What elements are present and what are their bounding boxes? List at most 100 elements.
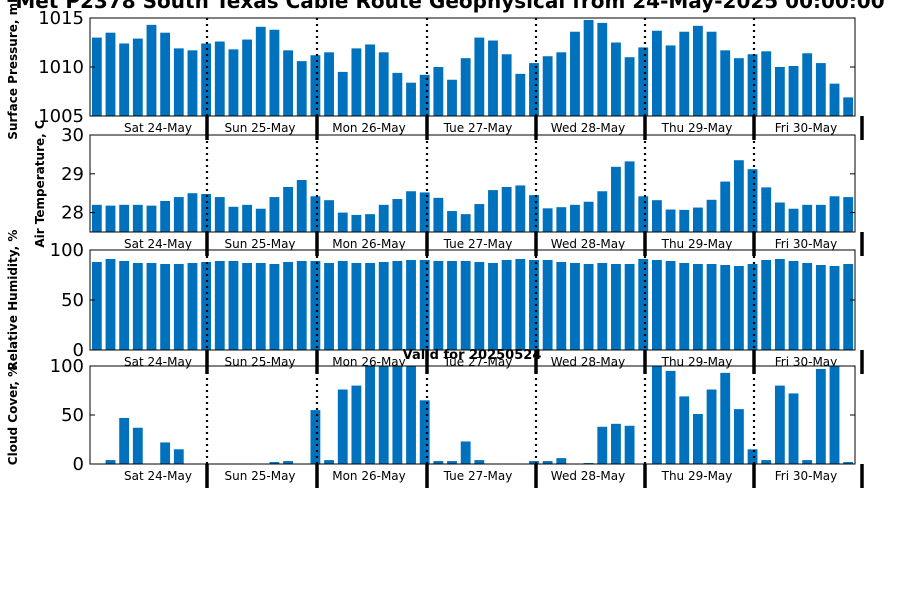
bar-1-31 bbox=[515, 185, 526, 232]
bar-1-29 bbox=[488, 190, 498, 232]
bar-2-28 bbox=[474, 262, 485, 350]
bar-1-26 bbox=[447, 211, 457, 232]
bar-3-44 bbox=[692, 414, 703, 464]
bar-1-21 bbox=[378, 204, 389, 232]
bar-0-28 bbox=[474, 37, 485, 116]
bar-0-17 bbox=[324, 52, 334, 116]
bar-1-50 bbox=[774, 202, 785, 232]
bar-1-42 bbox=[665, 209, 676, 232]
day-label: Thu 29-May bbox=[661, 237, 733, 251]
bar-2-29 bbox=[488, 263, 498, 350]
bar-0-31 bbox=[515, 73, 526, 116]
bar-2-34 bbox=[556, 262, 567, 350]
bar-2-24 bbox=[419, 260, 430, 350]
bar-3-47 bbox=[733, 409, 744, 464]
bar-0-45 bbox=[706, 31, 717, 116]
bar-3-43 bbox=[679, 396, 690, 464]
bar-1-22 bbox=[392, 199, 403, 232]
bar-2-2 bbox=[119, 261, 130, 350]
bar-3-23 bbox=[406, 366, 416, 464]
bar-3-16 bbox=[310, 410, 321, 464]
bar-0-37 bbox=[597, 22, 608, 116]
bar-1-16 bbox=[310, 196, 321, 232]
bar-1-30 bbox=[501, 186, 512, 232]
bar-2-43 bbox=[679, 263, 690, 350]
bar-1-15 bbox=[296, 180, 307, 232]
bar-1-40 bbox=[638, 196, 649, 232]
bar-2-31 bbox=[515, 259, 526, 350]
bar-1-10 bbox=[228, 206, 239, 232]
y-tick-label: 1010 bbox=[38, 57, 84, 78]
bar-0-14 bbox=[283, 50, 293, 117]
bar-1-52 bbox=[802, 204, 813, 232]
bar-2-4 bbox=[146, 263, 157, 350]
bar-0-19 bbox=[351, 48, 362, 116]
bar-1-48 bbox=[747, 169, 758, 232]
bar-1-8 bbox=[201, 193, 212, 232]
y-tick-label: 30 bbox=[61, 125, 84, 146]
bar-0-32 bbox=[529, 63, 539, 116]
bar-2-30 bbox=[501, 260, 512, 350]
bar-3-52 bbox=[802, 460, 813, 464]
bar-2-18 bbox=[337, 261, 348, 350]
bar-1-32 bbox=[529, 195, 539, 232]
bar-1-0 bbox=[91, 204, 102, 232]
bar-3-24 bbox=[419, 400, 430, 464]
day-label: Sun 25-May bbox=[224, 237, 295, 251]
bar-3-32 bbox=[529, 461, 539, 464]
bar-0-13 bbox=[269, 29, 280, 116]
y-tick-label: 0 bbox=[73, 340, 84, 361]
bar-0-15 bbox=[296, 61, 307, 116]
bar-3-20 bbox=[365, 366, 375, 464]
bar-2-1 bbox=[105, 259, 116, 350]
bar-1-49 bbox=[761, 187, 772, 232]
y-axis-label: Cloud Cover, % bbox=[6, 365, 20, 465]
bar-0-43 bbox=[679, 31, 690, 116]
bar-0-50 bbox=[774, 67, 785, 116]
y-tick-label: 1005 bbox=[38, 106, 84, 127]
bar-2-54 bbox=[829, 266, 840, 350]
bar-0-25 bbox=[433, 67, 444, 116]
bar-1-28 bbox=[474, 204, 485, 232]
y-tick-label: 0 bbox=[73, 454, 84, 475]
bar-0-42 bbox=[665, 45, 676, 116]
bar-2-38 bbox=[611, 264, 621, 350]
bar-3-51 bbox=[788, 393, 799, 464]
y-axis-label: Relative Humidity, % bbox=[6, 230, 20, 371]
bar-0-40 bbox=[638, 47, 649, 116]
day-label: Sat 24-May bbox=[124, 355, 192, 369]
bar-3-17 bbox=[324, 460, 334, 464]
bar-3-41 bbox=[652, 366, 662, 464]
bar-3-6 bbox=[173, 449, 184, 464]
bar-1-39 bbox=[624, 161, 635, 232]
y-tick-label: 29 bbox=[61, 164, 84, 185]
day-label: Wed 28-May bbox=[551, 237, 625, 251]
bar-3-50 bbox=[774, 385, 785, 464]
bar-0-52 bbox=[802, 53, 813, 116]
bar-2-52 bbox=[802, 263, 813, 350]
day-label: Sat 24-May bbox=[124, 121, 192, 135]
day-label: Tue 27-May bbox=[443, 469, 513, 483]
bar-0-55 bbox=[843, 97, 854, 116]
bar-0-36 bbox=[583, 19, 594, 116]
y-tick-label: 1015 bbox=[38, 8, 84, 29]
bar-0-34 bbox=[556, 52, 567, 116]
bar-0-1 bbox=[105, 32, 116, 117]
bar-1-51 bbox=[788, 208, 799, 232]
bar-2-49 bbox=[761, 260, 772, 350]
bar-0-4 bbox=[146, 24, 157, 116]
bar-3-25 bbox=[433, 461, 444, 464]
bar-0-0 bbox=[91, 37, 102, 116]
panel-0: Sat 24-May Sun 25-May Mon 26-May Tue 27-May… bbox=[6, 0, 864, 140]
bar-1-38 bbox=[611, 166, 621, 232]
bar-2-15 bbox=[296, 261, 307, 350]
day-label: Sun 25-May bbox=[224, 469, 295, 483]
bar-1-24 bbox=[419, 192, 430, 232]
day-label: Wed 28-May bbox=[551, 121, 625, 135]
panel-1: Sat 24-May Sun 25-May Mon 26-May Tue 27-May… bbox=[33, 120, 864, 256]
bar-3-49 bbox=[761, 460, 772, 464]
panels-group: Sat 24-May Sun 25-May Mon 26-May Tue 27-May… bbox=[6, 0, 864, 488]
bar-0-20 bbox=[365, 44, 375, 116]
bar-1-53 bbox=[815, 204, 826, 232]
bar-0-47 bbox=[733, 58, 744, 116]
